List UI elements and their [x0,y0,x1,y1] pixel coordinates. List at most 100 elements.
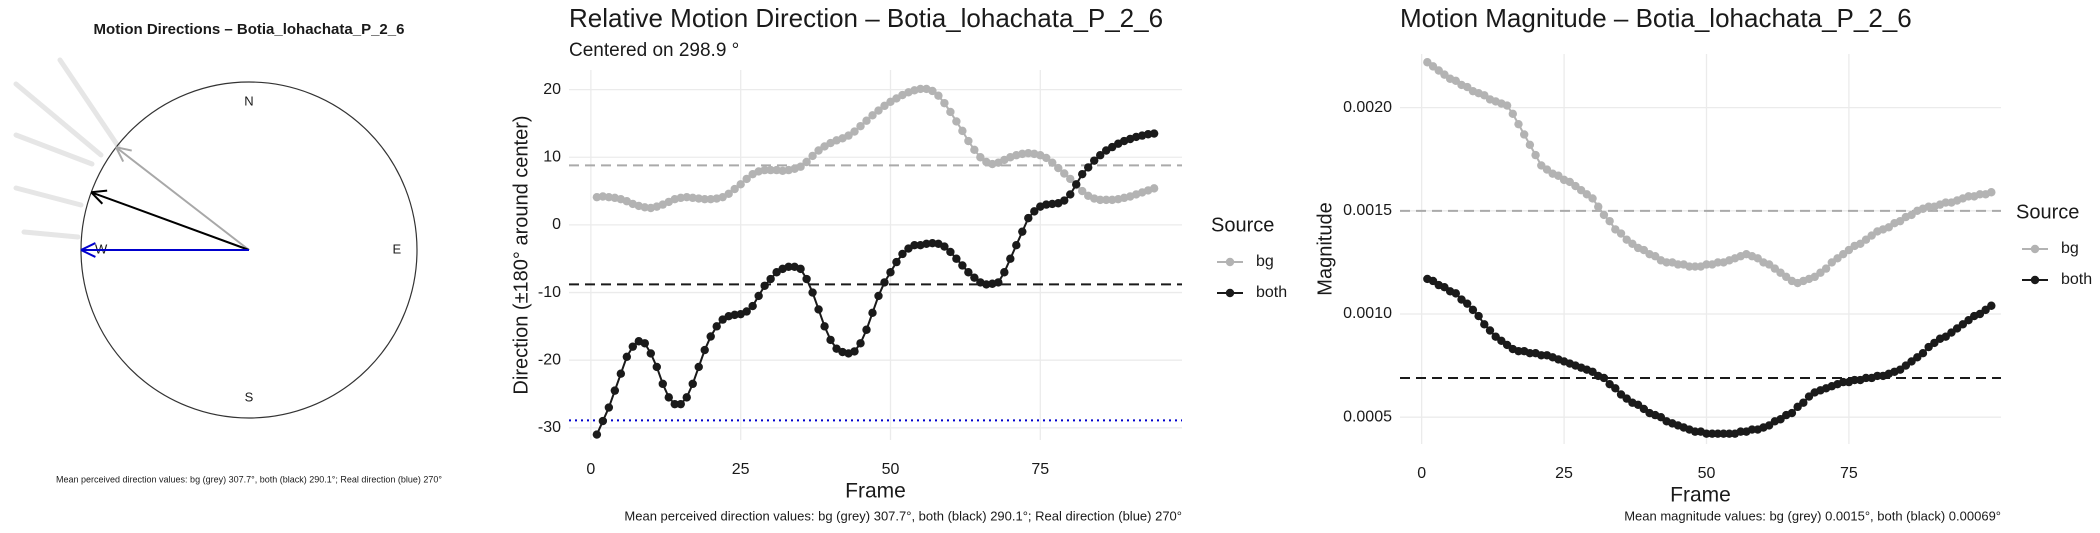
data-point [1149,129,1159,138]
trail [13,81,104,158]
trail [57,57,121,149]
arrow-head [80,242,96,251]
legend-title: Source [1211,214,1274,236]
data-point [652,362,661,372]
data-point [796,162,805,171]
data-point [1480,320,1489,329]
x-tick-label: 0 [1417,465,1426,482]
data-point [964,136,973,146]
data-point [646,349,655,358]
legend-title: Source [2016,201,2079,223]
data-point [1054,163,1063,173]
direction-arrow [90,191,250,251]
arrow-head [115,146,125,163]
data-point [1588,194,1597,203]
y-tick-label: 0.0020 [1343,99,1392,116]
data-point [1463,299,1472,308]
compass-label: N [244,94,253,109]
data-point [802,274,811,284]
arrow-head [91,189,108,194]
chart-title: Motion Directions – Botia_lohachata_P_2_… [94,21,405,38]
data-point [1594,202,1603,211]
data-point [814,305,823,314]
data-point [856,339,865,348]
compass-label: W [95,241,108,256]
data-point [694,362,703,372]
data-point [1096,151,1105,160]
trail [21,229,81,240]
faded-trails [13,57,121,240]
data-point [760,165,769,175]
data-point [940,242,949,251]
data-point [898,249,907,259]
data-point [742,307,751,316]
legend-key [2030,244,2040,254]
data-point [1018,227,1027,236]
chart-subtitle: Centered on 298.9 ° [569,40,739,61]
x-tick-label: 75 [1840,465,1858,482]
data-point [1611,384,1620,393]
data-point [892,257,901,267]
data-point [1149,184,1159,193]
data-point [1599,210,1609,220]
data-point [1066,174,1075,184]
data-point [754,291,763,301]
x-tick-label: 50 [1698,465,1716,482]
data-point [748,301,757,311]
legend-label: both [1256,284,1287,301]
data-point [1101,195,1111,205]
data-point [1531,150,1540,160]
data-point [616,369,626,378]
data-point [1084,163,1093,172]
data-point [862,116,871,125]
data-point [1474,311,1483,321]
data-point [1525,140,1535,149]
data-point [1787,408,1797,418]
data-point [1821,264,1831,273]
legend-label: bg [2061,240,2079,257]
data-point [1451,289,1461,298]
data-point [760,281,769,290]
data-point [958,126,967,136]
x-tick-label: 25 [1555,465,1573,482]
arrow-head [90,191,104,205]
data-point [670,399,679,409]
x-tick-label: 75 [1031,461,1049,478]
y-tick-label: -10 [538,284,561,301]
caption: Mean magnitude values: bg (grey) 0.0015°… [1624,508,2001,523]
y-tick-label: 0 [552,216,561,233]
data-point [766,274,775,284]
legend-label: bg [1256,253,1274,270]
chart-title: Relative Motion Direction – Botia_lohach… [569,3,1163,33]
data-point [844,131,853,140]
legend-key [2030,275,2040,285]
x-axis-title: Frame [1670,484,1731,507]
data-point [1918,349,1928,358]
chart-title: Motion Magnitude – Botia_lohachata_P_2_6 [1400,3,1912,33]
y-tick-label: -30 [538,419,561,436]
data-point [1006,254,1015,263]
data-point [856,121,865,131]
data-point [934,91,943,100]
data-point [808,288,817,297]
data-point [1096,195,1105,205]
data-point [1024,213,1033,223]
data-point [874,106,883,115]
data-point [946,107,955,117]
y-axis-title: Magnitude [1314,202,1336,295]
data-point [1519,130,1529,139]
x-axis-title: Frame [845,480,906,503]
compass-label: S [245,389,254,404]
data-point [808,151,817,161]
data-point [658,379,667,389]
data-point [928,86,937,96]
data-point [598,416,608,426]
data-point [868,111,877,120]
y-tick-label: 20 [543,81,561,98]
x-tick-label: 50 [882,461,900,478]
data-point [970,273,979,282]
y-tick-label: 10 [543,148,561,165]
data-point [958,261,967,270]
